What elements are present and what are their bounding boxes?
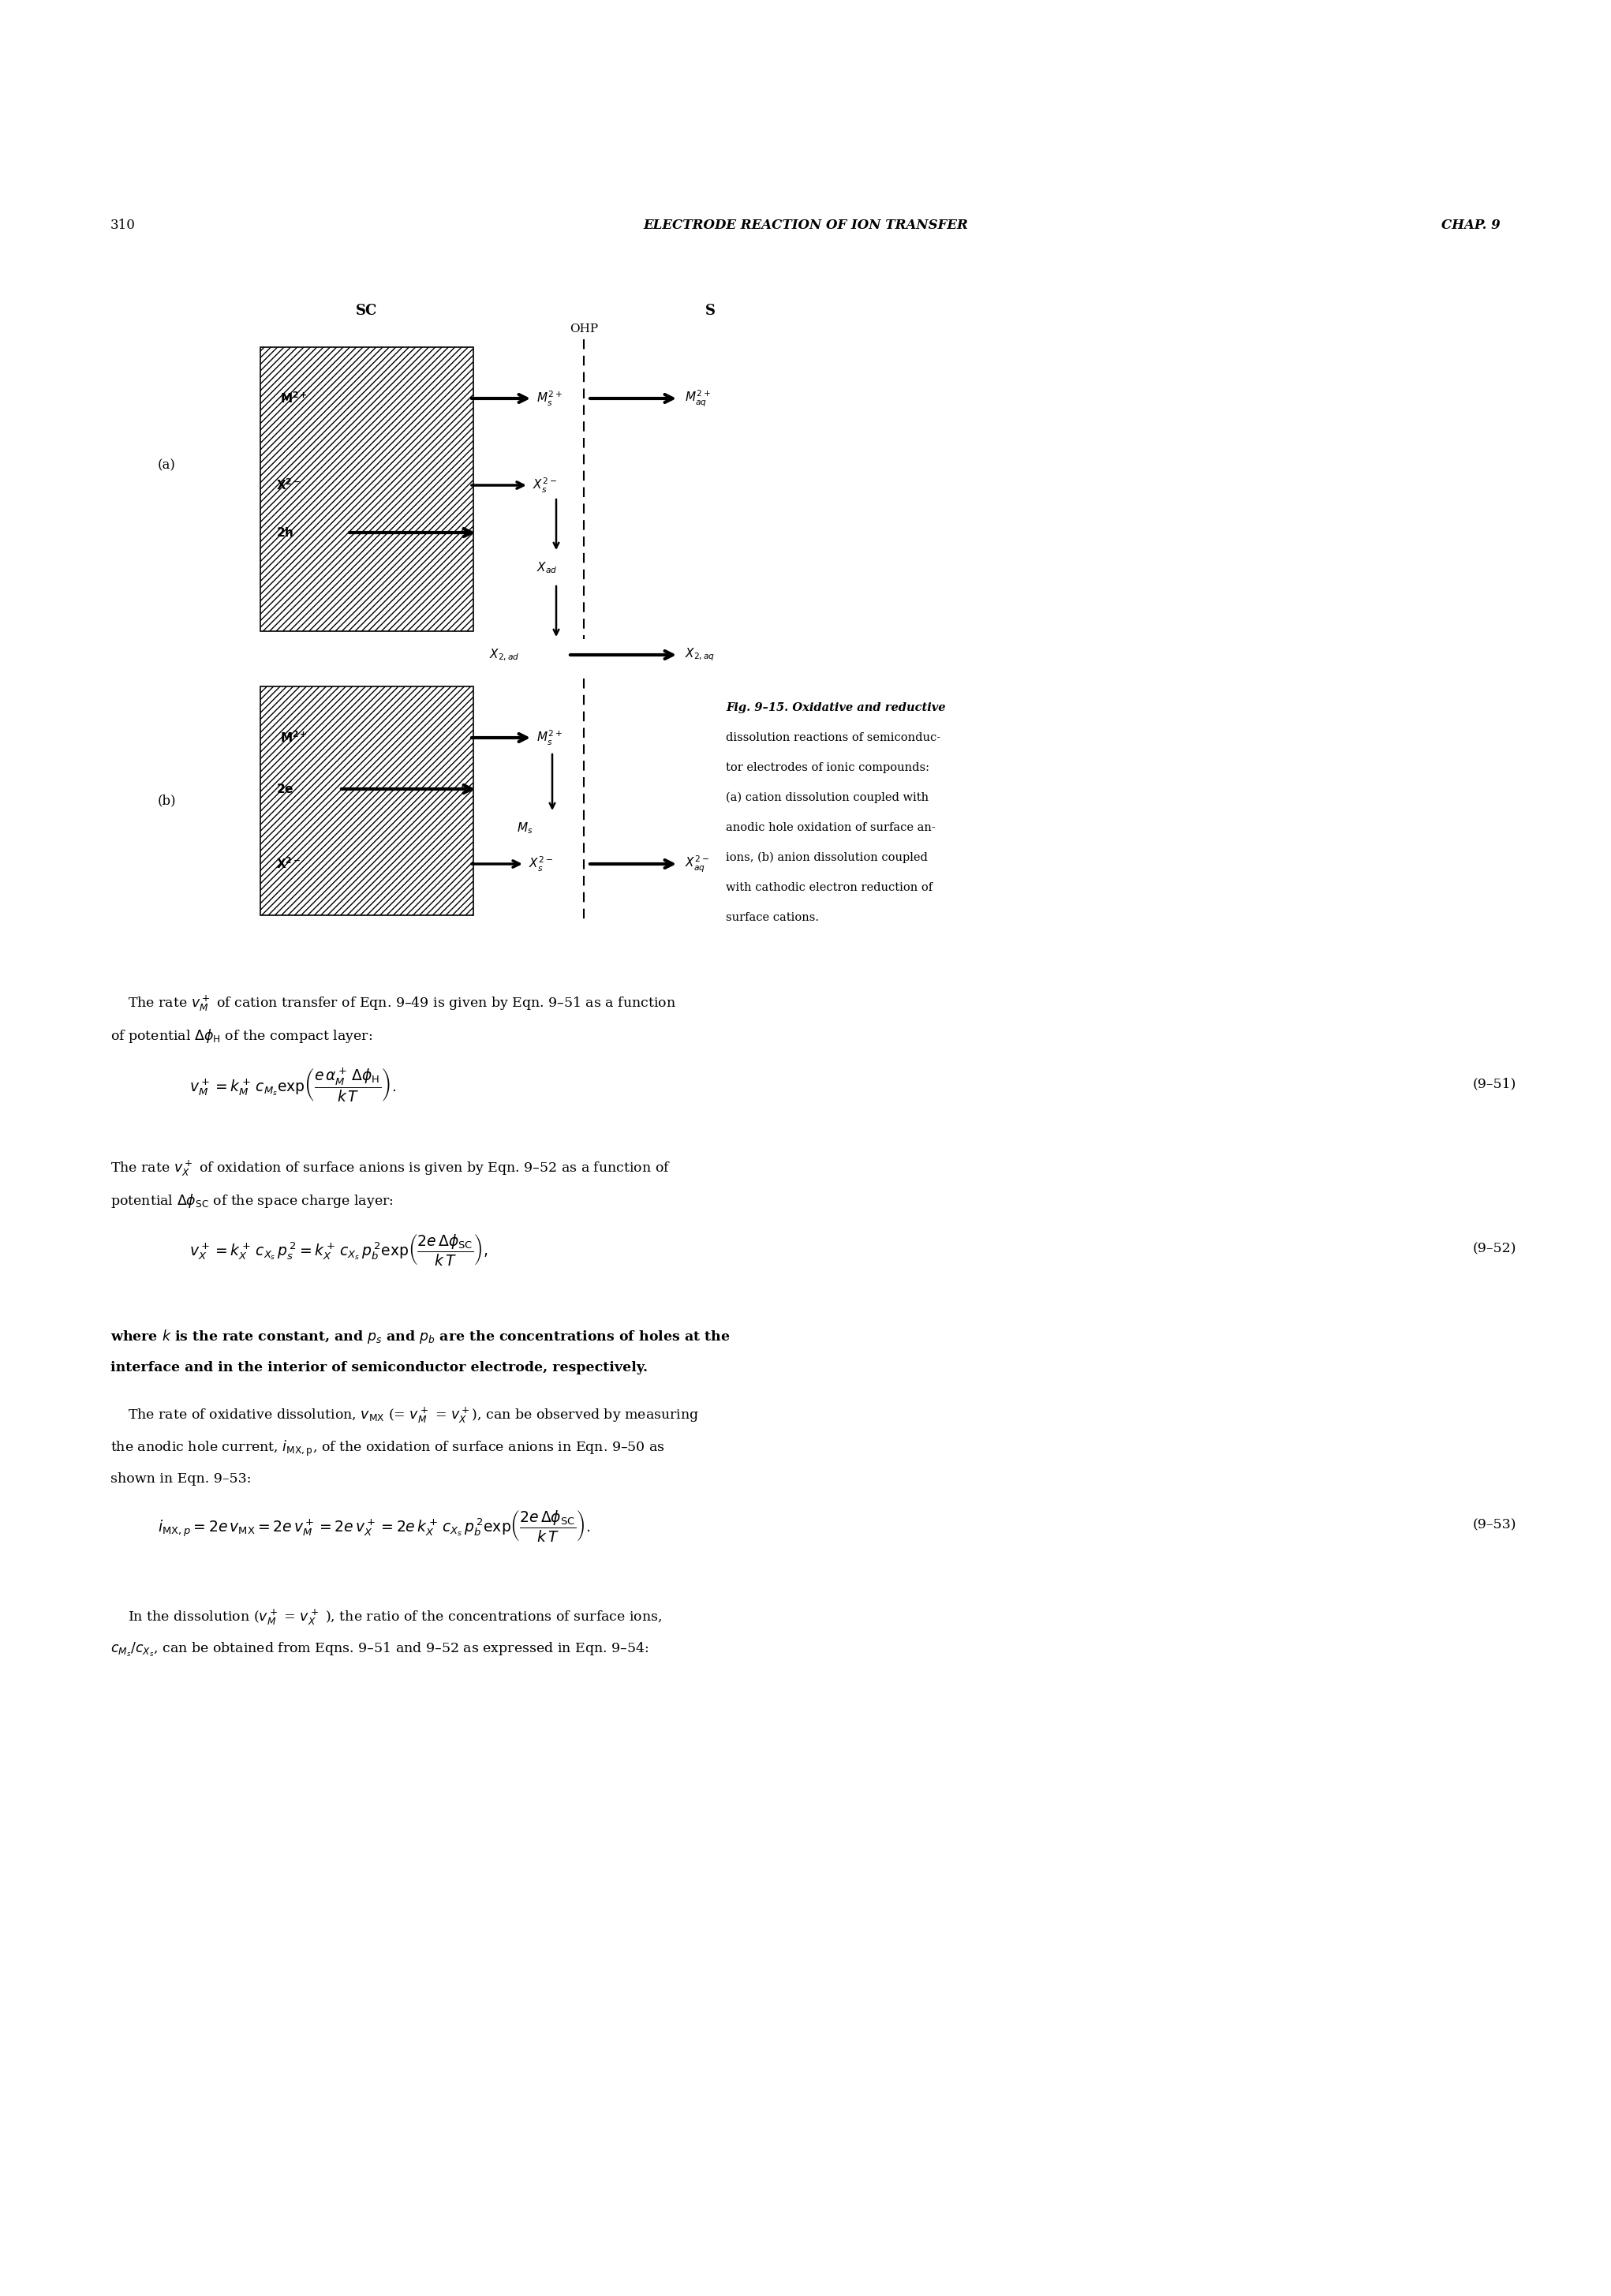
Text: 310: 310	[111, 218, 135, 232]
Text: $X_{2,ad}$: $X_{2,ad}$	[490, 647, 520, 664]
Text: $v_M^+ = k_M^+\, c_{M_s} \exp\!\left(\dfrac{e\,\alpha_M^+\,\Delta\phi_{\rm H}}{k: $v_M^+ = k_M^+\, c_{M_s} \exp\!\left(\df…	[190, 1065, 396, 1102]
Text: ions, (b) anion dissolution coupled: ions, (b) anion dissolution coupled	[727, 852, 928, 863]
Text: (9–52): (9–52)	[1472, 1242, 1516, 1256]
Text: $X_s^{2-}$: $X_s^{2-}$	[533, 475, 557, 494]
Text: tor electrodes of ionic compounds:: tor electrodes of ionic compounds:	[727, 762, 930, 774]
Text: $c_{M_s}/c_{X_s}$, can be obtained from Eqns. 9–51 and 9–52 as expressed in Eqn.: $c_{M_s}/c_{X_s}$, can be obtained from …	[111, 1642, 649, 1658]
Text: The rate $v_X^+$ of oxidation of surface anions is given by Eqn. 9–52 as a funct: The rate $v_X^+$ of oxidation of surface…	[111, 1159, 670, 1178]
Text: $\mathbf{M^{2+}}$: $\mathbf{M^{2+}}$	[280, 390, 308, 406]
Text: of potential $\Delta\phi_{\rm H}$ of the compact layer:: of potential $\Delta\phi_{\rm H}$ of the…	[111, 1026, 372, 1045]
Text: $M_{aq}^{2+}$: $M_{aq}^{2+}$	[685, 388, 710, 409]
Text: $\mathbf{2e}$: $\mathbf{2e}$	[275, 783, 293, 794]
Text: (9–51): (9–51)	[1472, 1077, 1516, 1091]
Bar	[261, 347, 474, 631]
Text: $\mathbf{2h}$: $\mathbf{2h}$	[275, 526, 293, 540]
Text: surface cations.: surface cations.	[727, 912, 818, 923]
Text: $\mathbf{M^{2+}}$: $\mathbf{M^{2+}}$	[280, 730, 308, 746]
Text: $M_s^{2+}$: $M_s^{2+}$	[536, 728, 562, 746]
Text: $X_{ad}$: $X_{ad}$	[536, 560, 557, 576]
Text: the anodic hole current, $i_{\rm MX,p}$, of the oxidation of surface anions in E: the anodic hole current, $i_{\rm MX,p}$,…	[111, 1440, 665, 1458]
Text: CHAP. 9: CHAP. 9	[1442, 218, 1500, 232]
Text: where $k$ is the rate constant, and $p_s$ and $p_b$ are the concentrations of ho: where $k$ is the rate constant, and $p_s…	[111, 1327, 730, 1345]
Text: interface and in the interior of semiconductor electrode, respectively.: interface and in the interior of semicon…	[111, 1362, 648, 1375]
Text: $M_s^{2+}$: $M_s^{2+}$	[536, 390, 562, 409]
Text: (b): (b)	[158, 794, 177, 808]
Text: potential $\Delta\phi_{\rm SC}$ of the space charge layer:: potential $\Delta\phi_{\rm SC}$ of the s…	[111, 1192, 393, 1210]
Text: (9–53): (9–53)	[1472, 1518, 1516, 1531]
Text: OHP: OHP	[570, 324, 598, 335]
Bar	[261, 687, 474, 916]
Text: $X_{aq}^{2-}$: $X_{aq}^{2-}$	[685, 854, 709, 875]
Text: The rate $v_M^+$ of cation transfer of Eqn. 9–49 is given by Eqn. 9–51 as a func: The rate $v_M^+$ of cation transfer of E…	[111, 994, 677, 1013]
Text: anodic hole oxidation of surface an-: anodic hole oxidation of surface an-	[727, 822, 936, 833]
Text: with cathodic electron reduction of: with cathodic electron reduction of	[727, 882, 933, 893]
Text: S: S	[706, 303, 715, 317]
Text: $X_s^{2-}$: $X_s^{2-}$	[528, 854, 553, 872]
Text: dissolution reactions of semiconduc-: dissolution reactions of semiconduc-	[727, 732, 941, 744]
Text: In the dissolution ($v_M^+$ = $v_X^+$ ), the ratio of the concentrations of surf: In the dissolution ($v_M^+$ = $v_X^+$ ),…	[111, 1607, 662, 1628]
Text: Fig. 9–15. Oxidative and reductive: Fig. 9–15. Oxidative and reductive	[727, 703, 946, 714]
Text: SC: SC	[356, 303, 377, 317]
Text: $\mathbf{X^{2-}}$: $\mathbf{X^{2-}}$	[275, 856, 301, 872]
Text: $i_{{\rm MX},p} = 2e\,v_{{\rm MX}} = 2e\,v_M^+ = 2e\,v_X^+ = 2e\,k_X^+\,c_{X_s}\: $i_{{\rm MX},p} = 2e\,v_{{\rm MX}} = 2e\…	[158, 1508, 590, 1543]
Text: shown in Eqn. 9–53:: shown in Eqn. 9–53:	[111, 1472, 251, 1486]
Text: $v_X^+ = k_X^+\,c_{X_s}\,p_s^{\,2} = k_X^+\,c_{X_s}\,p_b^{\,2}\exp\!\left(\dfrac: $v_X^+ = k_X^+\,c_{X_s}\,p_s^{\,2} = k_X…	[190, 1231, 488, 1267]
Text: $\mathbf{X^{2-}}$: $\mathbf{X^{2-}}$	[275, 478, 301, 494]
Text: The rate of oxidative dissolution, $v_{\rm MX}$ (= $v_M^+$ = $v_X^+$), can be ob: The rate of oxidative dissolution, $v_{\…	[111, 1405, 699, 1426]
Text: (a) cation dissolution coupled with: (a) cation dissolution coupled with	[727, 792, 928, 804]
Text: $X_{2,aq}$: $X_{2,aq}$	[685, 647, 715, 664]
Text: $M_s$: $M_s$	[517, 822, 533, 836]
Text: (a): (a)	[158, 459, 176, 473]
Text: ELECTRODE REACTION OF ION TRANSFER: ELECTRODE REACTION OF ION TRANSFER	[643, 218, 968, 232]
